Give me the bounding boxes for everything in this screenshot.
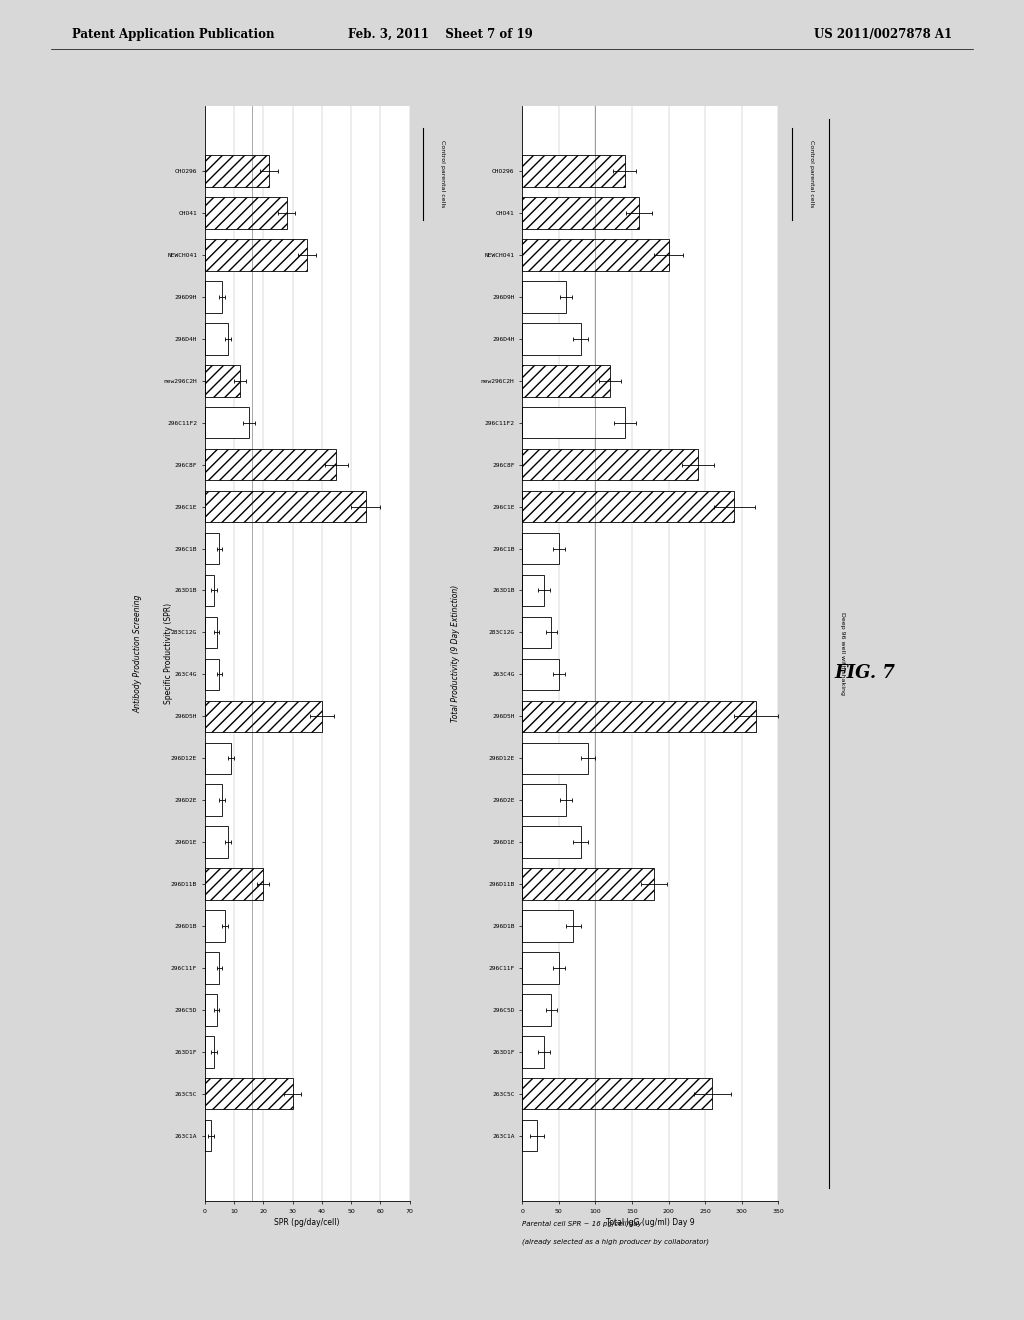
Bar [522, 1078, 713, 1110]
Bar [522, 574, 544, 606]
Text: (already selected as a high producer by collaborator): (already selected as a high producer by … [522, 1238, 710, 1245]
Bar [522, 994, 552, 1026]
Bar [522, 826, 581, 858]
Bar [522, 449, 697, 480]
Bar [522, 323, 581, 355]
Text: Parental cell SPR ~ 16 pg/cell/day: Parental cell SPR ~ 16 pg/cell/day [522, 1221, 642, 1228]
Bar [522, 156, 625, 187]
Bar [205, 701, 322, 733]
Bar [522, 616, 552, 648]
Bar [205, 323, 228, 355]
Bar [522, 533, 559, 564]
Text: Deep 96 well with shaking: Deep 96 well with shaking [840, 612, 845, 694]
Bar [522, 1036, 544, 1068]
Bar [522, 869, 654, 900]
Bar [522, 197, 639, 228]
Text: Control parental cells: Control parental cells [440, 140, 445, 207]
Text: Total Productivity (9 Day Extinction): Total Productivity (9 Day Extinction) [452, 585, 460, 722]
Bar [205, 239, 307, 271]
Bar [205, 197, 287, 228]
Bar [205, 449, 337, 480]
X-axis label: Total IgG (ug/ml) Day 9: Total IgG (ug/ml) Day 9 [606, 1218, 694, 1228]
Bar [522, 743, 588, 774]
Text: Feb. 3, 2011    Sheet 7 of 19: Feb. 3, 2011 Sheet 7 of 19 [348, 28, 532, 41]
Text: Control parental cells: Control parental cells [809, 140, 814, 207]
Bar [205, 784, 222, 816]
Bar [205, 533, 219, 564]
Bar [522, 1119, 537, 1151]
Bar [205, 826, 228, 858]
Bar [205, 491, 366, 523]
Bar [522, 239, 669, 271]
Bar [205, 952, 219, 983]
X-axis label: SPR (pg/day/cell): SPR (pg/day/cell) [274, 1218, 340, 1228]
Bar [205, 616, 216, 648]
Bar [522, 952, 559, 983]
Text: US 2011/0027878 A1: US 2011/0027878 A1 [814, 28, 952, 41]
Bar [522, 701, 757, 733]
Bar [522, 491, 734, 523]
Text: Specific Productivity (SPR): Specific Productivity (SPR) [165, 603, 173, 704]
Bar [522, 407, 625, 438]
Bar [205, 574, 214, 606]
Bar [522, 281, 566, 313]
Bar [205, 366, 240, 396]
Bar [522, 911, 573, 941]
Bar [522, 784, 566, 816]
Bar [205, 1036, 214, 1068]
Bar [205, 743, 231, 774]
Bar [205, 407, 249, 438]
Bar [522, 659, 559, 690]
Text: Patent Application Publication: Patent Application Publication [72, 28, 274, 41]
Bar [205, 659, 219, 690]
Text: FIG. 7: FIG. 7 [835, 664, 895, 682]
Bar [205, 911, 225, 941]
Bar [205, 994, 216, 1026]
Bar [205, 156, 269, 187]
Bar [205, 1119, 211, 1151]
Bar [205, 869, 263, 900]
Bar [205, 281, 222, 313]
Bar [522, 366, 610, 396]
Bar [205, 1078, 293, 1110]
Text: Antibody Production Screening: Antibody Production Screening [134, 594, 142, 713]
